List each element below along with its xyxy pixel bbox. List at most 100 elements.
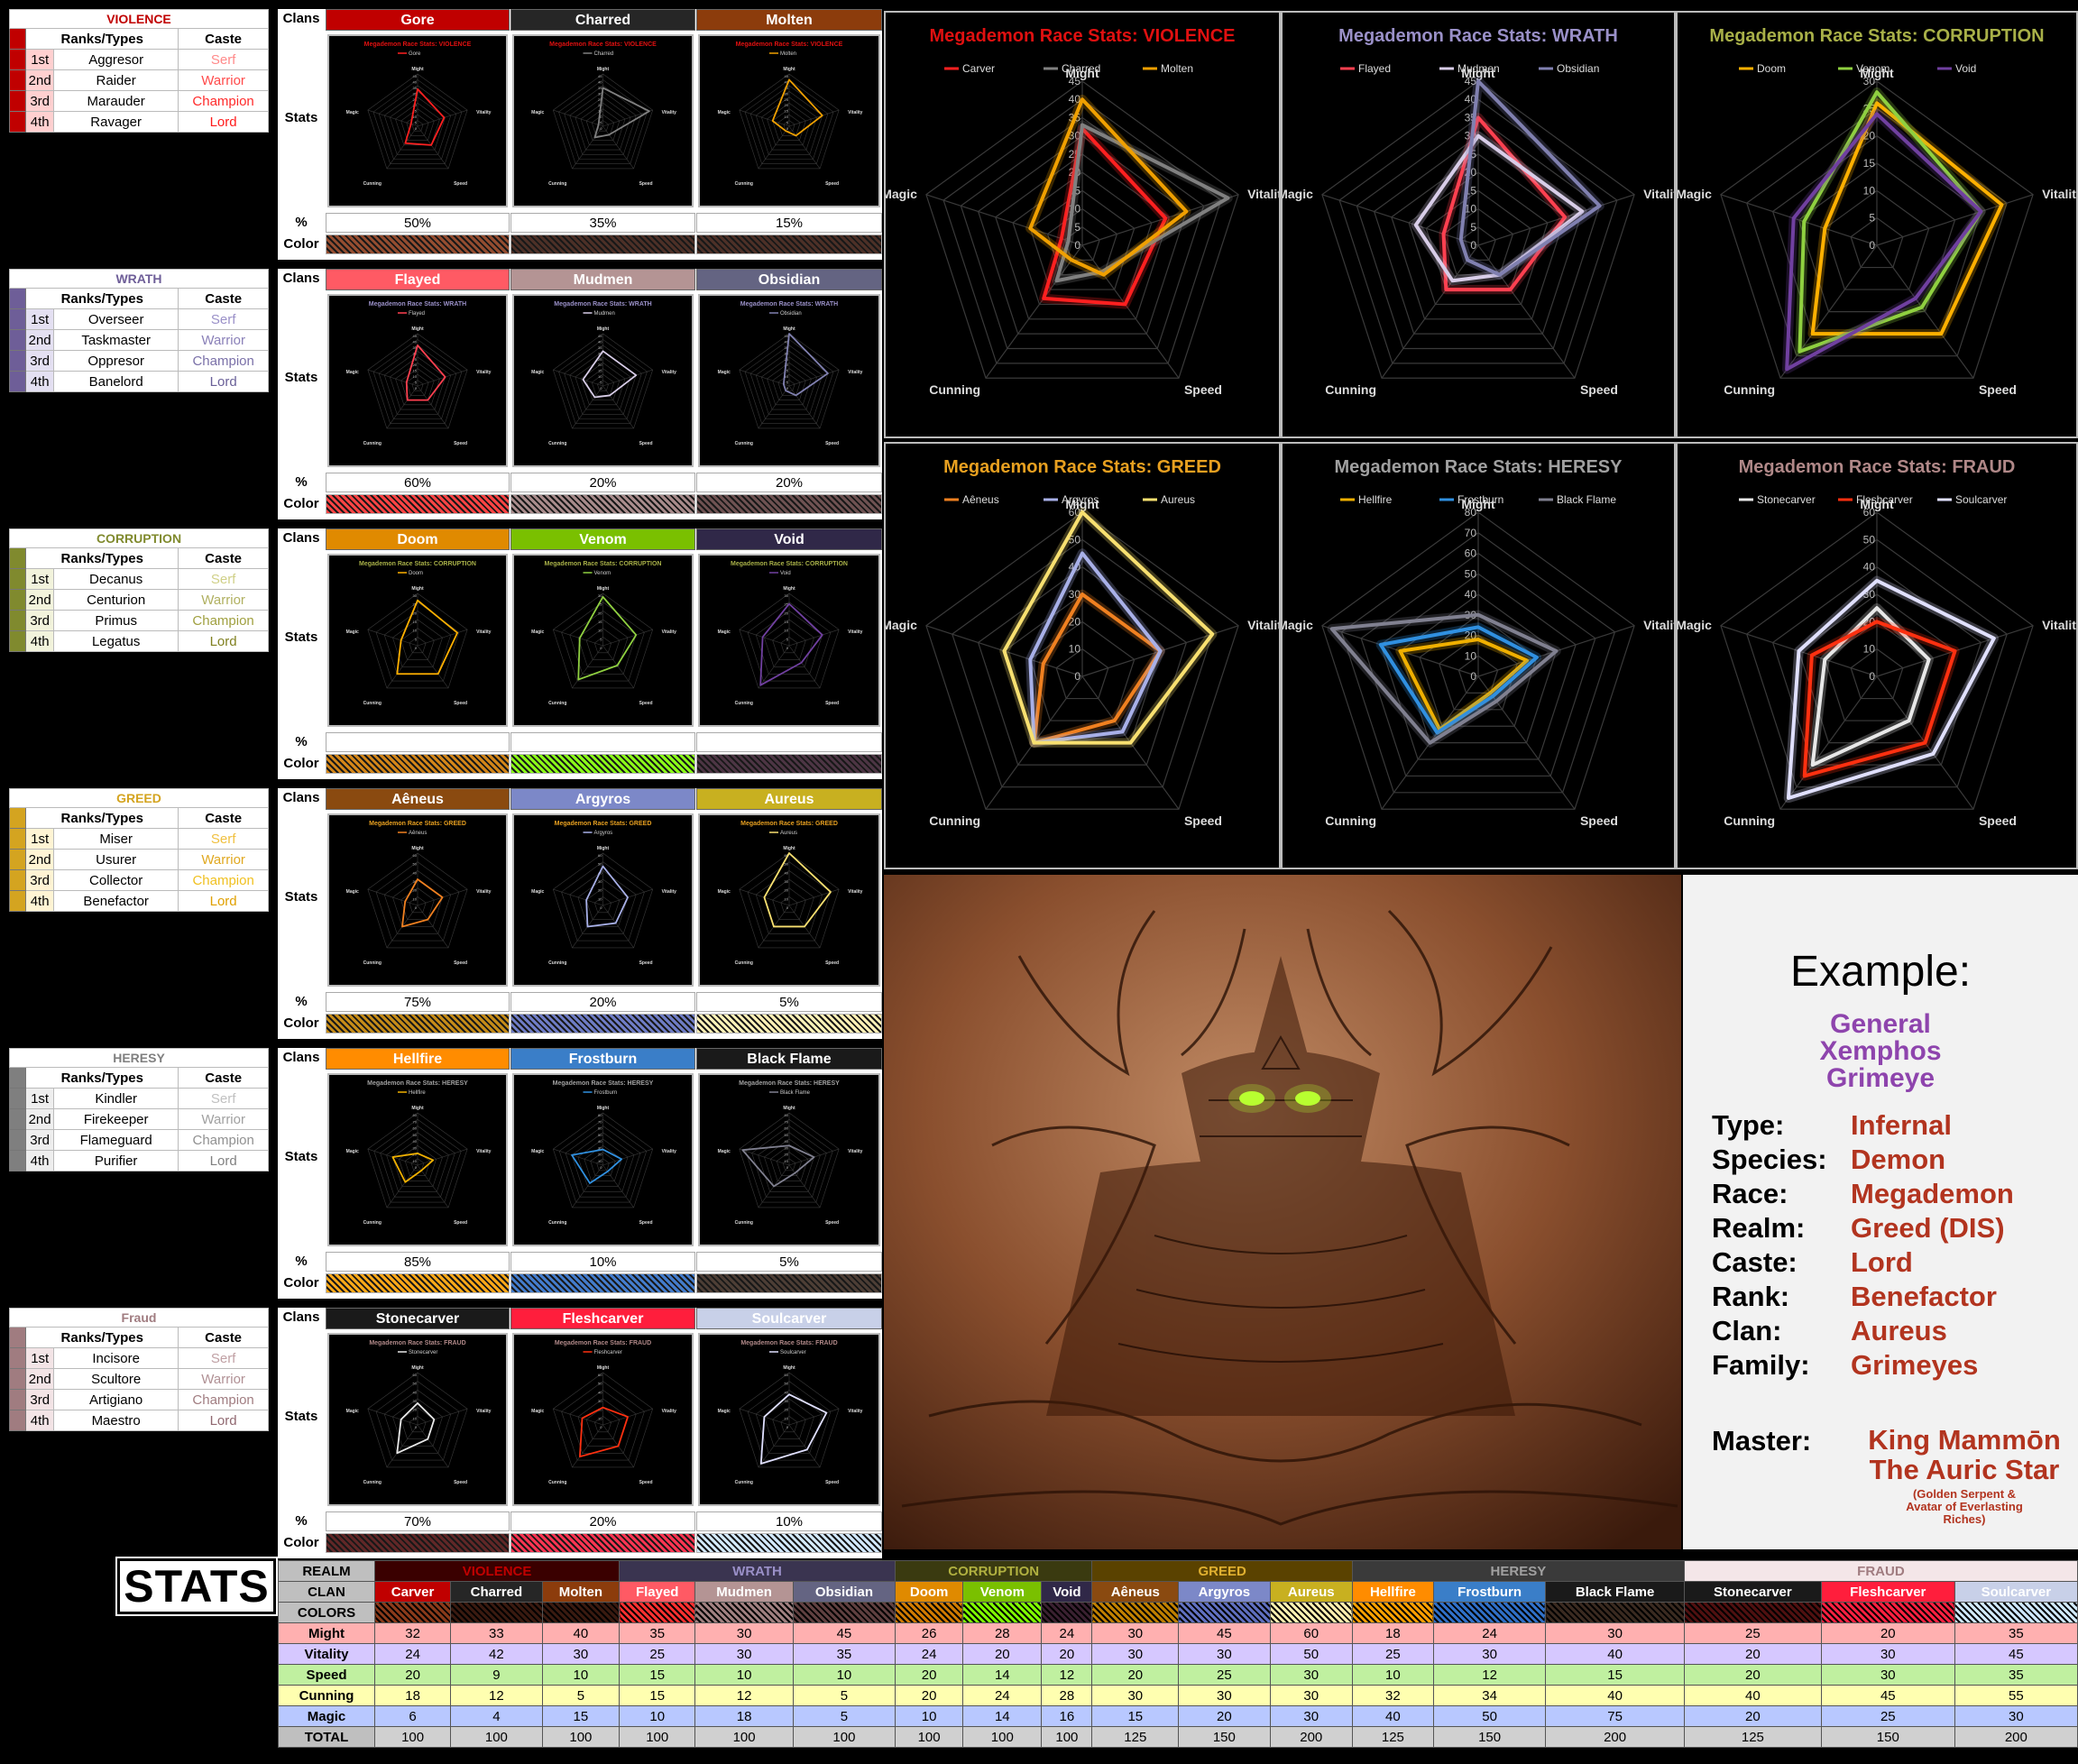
master-note-line: (Golden Serpent & [1912,1487,2017,1501]
rank-swatch [8,1347,27,1369]
radar-axis-label: Speed [1184,382,1222,397]
radar-tick-label: 45 [785,334,789,338]
radar-gridline [367,852,468,949]
radar-tick-label: 5 [600,121,602,125]
radar-gridline [777,114,801,136]
radar-spoke [788,1408,840,1426]
radar-spoke [788,125,821,170]
realm-swatch [8,1327,27,1348]
clan-header: Hellfire [326,1048,510,1070]
mini-chart-title: Megademon Race Stats: GREED [555,821,652,827]
radar-spoke [386,125,418,170]
radar-gridline [383,1389,452,1454]
stats-clan-header: Mudmen [694,1581,794,1603]
radar-series-line [1802,620,1957,778]
rank-caste: Warrior [178,329,269,351]
radar-tick-label: 40 [1465,588,1477,601]
radar-axis-label: Speed [825,701,839,706]
radar-spoke [386,385,418,429]
rank-type: Aggresor [53,49,179,70]
radar-gridline [392,1398,443,1447]
rank-order: 3rd [25,1389,55,1410]
clan-color-swatch [326,494,510,514]
example-field-key: Species: [1712,1144,1827,1175]
rank-type: Firekeeper [52,1108,179,1130]
radar-tick-label: 10 [413,629,418,633]
rank-swatch [8,828,27,850]
radar-tick-label: 60 [785,1126,789,1131]
rank-order: 1st [25,308,55,330]
radar-spoke [788,888,840,906]
radar-tick-label: 50 [598,1133,602,1137]
radar-tick-label: 70 [413,1119,418,1124]
radar-tick-label: 40 [598,79,602,84]
legend-label: Mudmen [1457,62,1500,75]
clan-percentage: 10% [696,1511,882,1531]
clan-color-swatch [326,1014,510,1034]
stats-color-swatch [694,1602,794,1623]
realm-name: WRATH [9,269,269,289]
stats-value-cell: 12 [1041,1664,1093,1686]
radar-axis-label: Might [783,326,795,332]
mini-radar-chart: Megademon Race Stats: HERESY Hellfire 0 10 2… [327,1073,508,1246]
clan-header: Fleshcarver [510,1308,695,1329]
stats-total-cell: 100 [450,1726,543,1748]
radar-axis-label: Might [411,326,424,332]
radar-tick-label: 10 [1465,649,1477,662]
radar-axis-label: Cunning [363,1480,382,1485]
radar-gridline [597,380,609,391]
stats-total-cell: 100 [894,1726,964,1748]
stats-label: Stats [284,110,318,125]
clan-header: Charred [510,9,695,31]
radar-tick-label: 5 [600,381,602,385]
radar-tick-label: 35 [785,345,789,350]
rank-type: Taskmaster [53,329,179,351]
radar-tick-label: 40 [785,79,789,84]
radar-gridline [772,628,806,660]
rank-caste: Warrior [178,589,269,611]
mini-radar-chart: Megademon Race Stats: FRAUD Soulcarver 0 10… [698,1333,880,1506]
caste-header: Caste [178,28,269,50]
caste-header: Caste [178,288,269,309]
clan-color-swatch [696,1533,882,1553]
legend-label: Void [1955,62,1976,75]
stats-clan-header: Stonecarver [1683,1581,1822,1603]
clan-percentage: 20% [510,992,695,1012]
stats-value-cell: 24 [894,1643,964,1665]
radar-tick-label: 15 [598,620,602,624]
radar-gridline [569,90,637,155]
radar-spoke [925,194,1083,246]
chart-title: Megademon Race Stats: FRAUD [1739,457,2016,477]
clan-panel: Clans Stats% Color Stonecarver Megademon Rac… [278,1308,882,1558]
radar-axis-label: Might [1065,66,1099,80]
stats-row-label: Might [278,1622,375,1644]
stats-value-cell: 24 [962,1685,1043,1706]
radar-tick-label: 50 [785,1382,789,1386]
radar-tick-label: 60 [598,853,602,858]
realm-swatch [8,288,27,309]
radar-tick-label: 50 [598,862,602,867]
radar-gridline [593,1415,612,1433]
color-label: Color [283,236,319,252]
radar-axis-label: Speed [639,441,653,446]
radar-axis-label: Vitality [476,1149,492,1154]
radar-tick-label: 20 [785,103,789,107]
radar-spoke [367,888,418,906]
radar-spoke [602,645,634,689]
radar-axis-label: Might [1860,497,1894,511]
radar-tick-label: 5 [1470,221,1476,234]
clan-percentage [326,732,510,752]
rank-type: Primus [53,610,179,631]
radar-spoke [417,629,468,647]
clan-percentage: 75% [326,992,510,1012]
color-label: Color [283,1535,319,1550]
radar-spoke [1477,194,1635,246]
rank-swatch [8,589,27,611]
chart-title: Megademon Race Stats: GREED [943,457,1221,477]
ranks-header: Ranks/Types [25,28,179,50]
rank-swatch [8,111,27,133]
radar-gridline [596,1158,610,1171]
radar-gridline [764,619,814,667]
radar-gridline [400,628,435,660]
radar-tick-label: 80 [785,1113,789,1117]
